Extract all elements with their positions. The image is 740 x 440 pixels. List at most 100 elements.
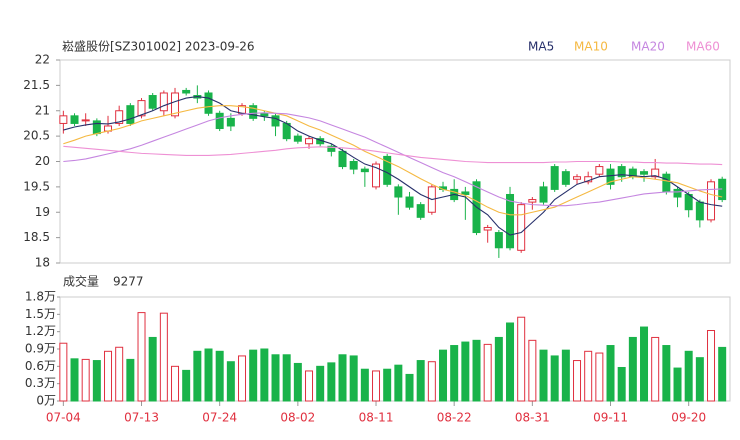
volume-bar [506, 322, 515, 402]
volume-bar [271, 354, 280, 402]
volume-bar [360, 368, 369, 402]
candle-body [617, 166, 626, 178]
volume-bar [573, 360, 582, 402]
volume-bar [539, 349, 548, 402]
candle-body [506, 193, 515, 249]
candle-body [695, 201, 704, 221]
volume-title: 成交量 [63, 274, 99, 289]
legend-label: MA10 [574, 40, 608, 54]
volume-bar [293, 362, 302, 402]
candle-body [215, 112, 224, 130]
candle-body [137, 100, 146, 117]
candle-body [573, 176, 582, 180]
volume-bar [416, 360, 425, 402]
candle-body [372, 163, 381, 188]
candle-body [126, 105, 135, 124]
candle-body [148, 95, 157, 109]
candle-body [293, 135, 302, 142]
volume-bar [104, 350, 113, 402]
x-tick-label: 09-20 [671, 411, 706, 425]
candle-body [204, 92, 213, 114]
ma-line [63, 95, 723, 236]
volume-bar [450, 345, 459, 402]
volume-bar [338, 354, 347, 402]
volume-bar [59, 342, 68, 402]
volume-bar [517, 316, 526, 402]
y-tick-label: 19 [35, 205, 50, 219]
legend-label: MA20 [631, 40, 665, 54]
volume-bar [148, 336, 157, 402]
candle-body [494, 232, 503, 249]
volume-bar [226, 361, 235, 402]
volume-bar [394, 364, 403, 402]
volume-bar [427, 361, 436, 402]
candle-body [92, 120, 101, 135]
volume-bar [92, 360, 101, 402]
volume-bar [606, 345, 615, 402]
y-tick-label: 22 [35, 53, 50, 67]
candle-body [182, 89, 191, 94]
volume-bar [81, 358, 90, 402]
candle-body [260, 112, 269, 117]
ma-line [63, 105, 723, 216]
candle-body [651, 168, 660, 178]
chart-title: 崧盛股份[SZ301002] 2023-09-26 [62, 39, 255, 54]
volume-bar [640, 326, 649, 402]
volume-bar [282, 354, 291, 402]
ma-line [63, 145, 723, 166]
candle-body [517, 204, 526, 251]
volume-bar [483, 343, 492, 402]
candle-body [305, 138, 314, 145]
volume-bar [383, 368, 392, 402]
volume-bar [70, 358, 79, 402]
candle-body [673, 188, 682, 198]
candle-body [640, 171, 649, 175]
volume-bar [260, 348, 269, 402]
volume-bar [316, 365, 325, 402]
x-tick-label: 08-31 [515, 411, 550, 425]
volume-bar [327, 362, 336, 402]
legend-label: MA60 [686, 40, 720, 54]
volume-bar [137, 312, 146, 402]
volume-bar [439, 349, 448, 402]
volume-bar [249, 349, 258, 402]
volume-bar [461, 341, 470, 402]
y-tick-label: 0.3万 [25, 376, 56, 390]
y-tick-label: 1.8万 [25, 290, 56, 304]
legend-label: MA5 [528, 40, 554, 54]
candle-body [226, 117, 235, 127]
y-tick-label: 21.5 [23, 78, 50, 92]
volume-bar [561, 349, 570, 402]
candle-body [115, 110, 124, 124]
candle-body [394, 186, 403, 198]
ma-line [63, 112, 723, 207]
volume-bar [472, 339, 481, 402]
volume-bar [718, 346, 727, 402]
x-tick-label: 07-24 [202, 411, 237, 425]
candle-body [539, 186, 548, 203]
y-tick-label: 20 [35, 154, 50, 168]
candle-body [606, 168, 615, 185]
candle-body [59, 115, 68, 124]
candle-body [271, 115, 280, 127]
volume-bar [528, 339, 537, 402]
candle-body [595, 166, 604, 175]
volume-bar [305, 370, 314, 402]
y-tick-label: 19.5 [23, 179, 50, 193]
volume-bar [193, 350, 202, 402]
x-tick-label: 08-22 [437, 411, 472, 425]
volume-bar [662, 345, 671, 402]
volume-bar [115, 346, 124, 402]
volume-last: 9277 [113, 275, 144, 289]
candle-body [483, 226, 492, 231]
candle-body [249, 105, 258, 119]
candle-body [327, 145, 336, 152]
candle-body [461, 191, 470, 195]
volume-bar [695, 357, 704, 402]
volume-bar [372, 370, 381, 402]
y-tick-label: 18 [35, 256, 50, 270]
volume-bar [550, 355, 559, 402]
candle-body [707, 181, 716, 221]
volume-bar [159, 312, 168, 402]
y-tick-label: 0万 [36, 394, 56, 408]
